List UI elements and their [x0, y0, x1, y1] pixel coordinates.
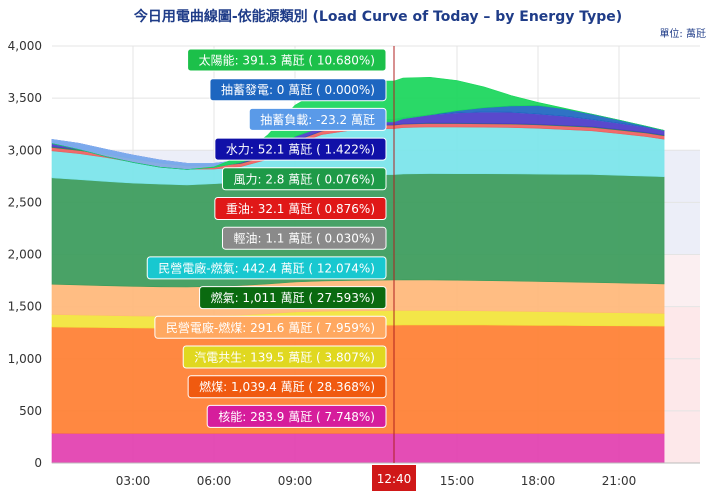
- tooltip-label: 民營電廠-燃氣: 442.4 萬瓩 ( 12.074%): [158, 260, 375, 275]
- y-tick-label: 1,000: [8, 352, 42, 366]
- tooltip-label: 太陽能: 391.3 萬瓩 ( 10.680%): [199, 53, 375, 68]
- y-tick-label: 500: [19, 404, 42, 418]
- y-tick-label: 4,000: [8, 39, 42, 53]
- tooltip-label: 燃煤: 1,039.4 萬瓩 ( 28.368%): [199, 379, 375, 394]
- y-tick-label: 2,000: [8, 248, 42, 262]
- tooltip-box: [221, 167, 387, 191]
- chart-title: 今日用電曲線圖-依能源類別 (Load Curve of Today – by …: [133, 8, 622, 25]
- tooltip-box: [154, 315, 387, 339]
- tooltip-民營電廠-燃氣: 民營電廠-燃氣: 442.4 萬瓩 ( 12.074%): [146, 256, 387, 280]
- tooltip-太陽能: 太陽能: 391.3 萬瓩 ( 10.680%): [187, 48, 387, 72]
- tooltip-box: [146, 256, 387, 280]
- tooltip-box: [221, 226, 387, 250]
- tooltip-box: [187, 48, 387, 72]
- x-tick-label: 21:00: [602, 474, 637, 488]
- tooltip-label: 抽蓄負載: -23.2 萬瓩: [260, 113, 375, 127]
- tooltip-box: [199, 286, 387, 310]
- x-tick-label: 03:00: [116, 474, 151, 488]
- tooltip-label: 汽電共生: 139.5 萬瓩 ( 3.807%): [194, 350, 375, 365]
- y-tick-label: 1,500: [8, 300, 42, 314]
- tooltip-民營電廠-燃煤: 民營電廠-燃煤: 291.6 萬瓩 ( 7.959%): [154, 315, 387, 339]
- tooltip-label: 水力: 52.1 萬瓩 ( 1.422%): [226, 143, 375, 157]
- cursor-label-box: [372, 465, 417, 491]
- tooltip-重油: 重油: 32.1 萬瓩 ( 0.876%): [214, 197, 387, 220]
- tooltips: 太陽能: 391.3 萬瓩 ( 10.680%) 抽蓄發電: 0 萬瓩 ( 0.0…: [146, 48, 387, 428]
- x-tick-label: 15:00: [440, 474, 475, 488]
- tooltip-輕油: 輕油: 1.1 萬瓩 ( 0.030%): [221, 226, 387, 250]
- y-tick-label: 2,500: [8, 195, 42, 209]
- tooltip-抽蓄負載: 抽蓄負載: -23.2 萬瓩: [248, 107, 387, 131]
- tooltip-燃煤: 燃煤: 1,039.4 萬瓩 ( 28.368%): [187, 375, 387, 399]
- tooltip-抽蓄發電: 抽蓄發電: 0 萬瓩 ( 0.000%): [209, 78, 387, 102]
- tooltip-box: [214, 137, 387, 161]
- x-tick-label: 09:00: [278, 474, 313, 488]
- y-tick-label: 3,000: [8, 143, 42, 157]
- tooltip-風力: 風力: 2.8 萬瓩 ( 0.076%): [221, 167, 387, 191]
- tooltip-label: 抽蓄發電: 0 萬瓩 ( 0.000%): [221, 82, 375, 97]
- axes: 0 500 1,000 1,500 2,000 2,500 3,000 3,500 4,000 0…: [8, 39, 700, 488]
- tooltip-box: [214, 197, 387, 220]
- tooltip-label: 風力: 2.8 萬瓩 ( 0.076%): [233, 172, 375, 186]
- tooltip-box: [187, 375, 387, 399]
- tooltip-label: 輕油: 1.1 萬瓩 ( 0.030%): [233, 232, 375, 246]
- tooltip-燃氣: 燃氣: 1,011 萬瓩 ( 27.593%): [199, 286, 387, 310]
- tooltip-label: 燃氣: 1,011 萬瓩 ( 27.593%): [211, 290, 375, 305]
- tooltip-box: [206, 404, 387, 428]
- y-tick-label: 0: [34, 456, 42, 470]
- y-tick-label: 3,500: [8, 91, 42, 105]
- tooltip-水力: 水力: 52.1 萬瓩 ( 1.422%): [214, 137, 387, 161]
- tooltip-box: [182, 345, 387, 369]
- tooltip-汽電共生: 汽電共生: 139.5 萬瓩 ( 3.807%): [182, 345, 387, 369]
- tooltip-label: 核能: 283.9 萬瓩 ( 7.748%): [218, 410, 375, 424]
- cursor-label: 12:40: [377, 472, 412, 486]
- area-核能: [51, 432, 665, 464]
- tooltip-box: [248, 107, 387, 131]
- tooltip-核能: 核能: 283.9 萬瓩 ( 7.748%): [206, 404, 387, 428]
- unit-label: 單位: 萬瓩: [659, 27, 706, 40]
- tooltip-label: 民營電廠-燃煤: 291.6 萬瓩 ( 7.959%): [166, 320, 375, 335]
- x-tick-label: 06:00: [197, 474, 232, 488]
- time-cursor: 12:40: [372, 46, 417, 491]
- tooltip-box: [209, 78, 387, 102]
- x-tick-label: 18:00: [521, 474, 556, 488]
- tooltip-label: 重油: 32.1 萬瓩 ( 0.876%): [226, 202, 375, 216]
